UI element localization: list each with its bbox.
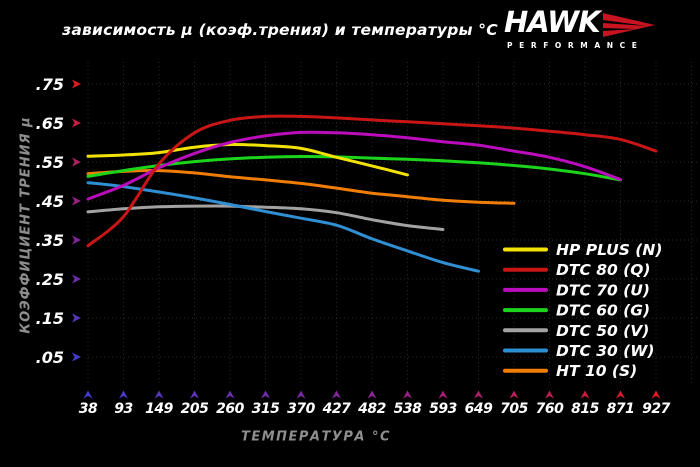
x-tick-label: 205 — [181, 401, 209, 417]
x-tick-label: 760 — [536, 401, 564, 417]
y-tick-arrow-icon — [72, 79, 81, 89]
y-tick-arrow-icon — [72, 157, 81, 167]
legend-label: DTC 60 (G) — [556, 302, 650, 320]
logo-sub-text: PERFORMANCE — [507, 41, 644, 50]
y-tick-arrow-icon — [72, 118, 81, 128]
x-tick-label: 927 — [642, 401, 670, 417]
x-tick-label: 593 — [429, 401, 457, 417]
y-tick-label: .75 — [36, 75, 64, 94]
legend-item-dtc-50-v: DTC 50 (V) — [503, 322, 649, 340]
legend-item-ht-10-s: HT 10 (S) — [503, 362, 637, 380]
y-tick-arrow-icon — [72, 196, 81, 206]
hawk-logo: HAWK PERFORMANCE — [504, 5, 664, 50]
x-tick-arrow-icon — [616, 390, 625, 399]
legend-item-dtc-60-g: DTC 60 (G) — [503, 302, 650, 320]
x-axis-title: ТЕМПЕРАТУРА °C — [240, 429, 392, 445]
series-line-ht-10-s — [86, 169, 516, 205]
x-tick-arrow-icon — [580, 390, 590, 399]
y-tick-label: .15 — [36, 309, 64, 328]
legend-label: DTC 80 (Q) — [556, 261, 651, 279]
x-tick-arrow-icon — [119, 390, 128, 399]
x-tick-label: 370 — [287, 401, 315, 417]
x-tick-arrow-icon — [545, 390, 554, 399]
gridlines — [87, 62, 698, 383]
y-tick-arrow-icon — [72, 352, 81, 362]
y-tick-arrow-icon — [72, 235, 81, 245]
x-tick-arrow-icon — [332, 390, 341, 399]
x-tick-label: 315 — [252, 401, 280, 417]
y-tick-label: .25 — [36, 270, 64, 289]
x-tick-arrow-icon — [438, 390, 448, 399]
y-tick-label: .65 — [36, 114, 64, 133]
legend-item-dtc-30-w: DTC 30 (W) — [503, 342, 654, 360]
x-tick-arrow-icon — [509, 390, 519, 399]
legend-label: HT 10 (S) — [556, 362, 637, 380]
logo-swoosh-icon — [602, 13, 655, 37]
legend-label: DTC 50 (V) — [556, 322, 649, 340]
series-line-dtc-70-u — [86, 130, 622, 201]
x-tick-label: 149 — [145, 401, 173, 417]
x-axis-ticks: 38 93 149 205 260 315 370 427 482 538 593 649 705 760… — [79, 390, 671, 417]
series-curves — [86, 114, 658, 273]
y-tick-label: .05 — [36, 348, 64, 367]
y-tick-label: .55 — [36, 153, 64, 172]
x-tick-label: 871 — [607, 401, 635, 417]
legend-label: DTC 70 (U) — [556, 281, 650, 299]
x-tick-label: 538 — [394, 401, 422, 417]
series-line-dtc-50-v — [86, 204, 445, 231]
legend-item-dtc-80-q: DTC 80 (Q) — [503, 261, 651, 279]
x-tick-arrow-icon — [403, 390, 412, 399]
legend-label: DTC 30 (W) — [556, 342, 654, 360]
y-axis-ticks: .75 .65 .55 .45 .35 .25 .15 .05 — [36, 75, 81, 367]
x-tick-label: 427 — [322, 401, 351, 417]
series-line-dtc-30-w — [86, 181, 480, 273]
x-tick-label: 93 — [114, 401, 132, 417]
x-tick-arrow-icon — [83, 390, 93, 399]
legend: HP PLUS (N) DTC 80 (Q) DTC 70 (U) DTC 60 (G… — [503, 241, 662, 380]
y-tick-label: .35 — [36, 231, 64, 250]
series-line-hp-plus-n — [86, 142, 409, 177]
x-tick-label: 649 — [465, 401, 493, 417]
y-tick-arrow-icon — [72, 274, 81, 284]
x-tick-arrow-icon — [261, 390, 270, 399]
x-tick-arrow-icon — [651, 390, 661, 399]
logo-row: HAWK — [504, 5, 664, 39]
chart-title: зависимость μ (коэф.трения) и температур… — [62, 21, 498, 39]
logo-brand-text: HAWK — [504, 5, 601, 39]
x-tick-label: 38 — [79, 401, 98, 417]
legend-item-hp-plus-n: HP PLUS (N) — [503, 241, 662, 259]
x-tick-arrow-icon — [190, 390, 199, 399]
x-tick-label: 482 — [357, 401, 386, 417]
series-line-dtc-80-q — [86, 114, 658, 248]
x-tick-label: 705 — [500, 401, 528, 417]
legend-label: HP PLUS (N) — [556, 241, 662, 259]
legend-item-dtc-70-u: DTC 70 (U) — [503, 281, 650, 299]
x-tick-label: 815 — [571, 401, 599, 417]
x-tick-arrow-icon — [154, 390, 164, 399]
series-line-dtc-60-g — [86, 154, 622, 182]
x-tick-arrow-icon — [225, 390, 235, 399]
x-tick-arrow-icon — [296, 390, 306, 399]
x-tick-arrow-icon — [474, 390, 483, 399]
x-tick-arrow-icon — [367, 390, 377, 399]
y-tick-label: .45 — [36, 192, 64, 211]
x-tick-label: 260 — [216, 401, 244, 417]
y-tick-arrow-icon — [72, 313, 81, 323]
